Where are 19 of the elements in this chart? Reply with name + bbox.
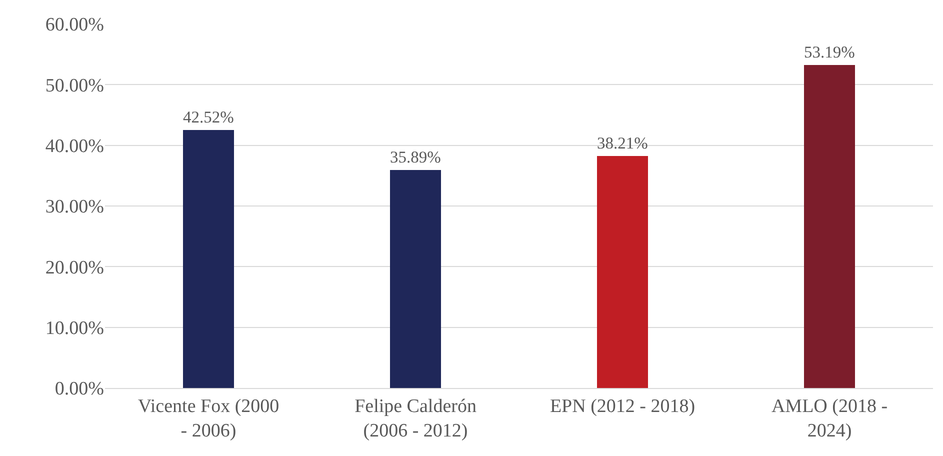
y-tick-label: 0.00%	[54, 378, 104, 400]
data-label: 53.19%	[804, 42, 856, 62]
data-label: 35.89%	[390, 148, 442, 167]
y-tick-label: 20.00%	[45, 257, 104, 278]
y-tick-label: 10.00%	[45, 318, 104, 339]
y-tick-label: 30.00%	[45, 196, 104, 218]
bar	[804, 65, 855, 388]
data-label: 42.52%	[183, 108, 234, 127]
y-tick-label: 50.00%	[45, 75, 104, 96]
bar	[390, 170, 441, 388]
x-tick-label: Vicente Fox (2000 - 2006)	[138, 396, 280, 442]
x-tick-label: EPN (2012 - 2018)	[550, 396, 696, 417]
y-tick-label: 60.00%	[45, 14, 104, 36]
y-tick-label: 40.00%	[45, 136, 104, 157]
bar	[183, 130, 234, 388]
x-tick-label: AMLO (2018 - 2024)	[771, 396, 888, 442]
data-label: 38.21%	[597, 134, 648, 153]
bar	[597, 156, 648, 388]
x-tick-label: Felipe Calderón (2006 - 2012)	[354, 396, 477, 442]
